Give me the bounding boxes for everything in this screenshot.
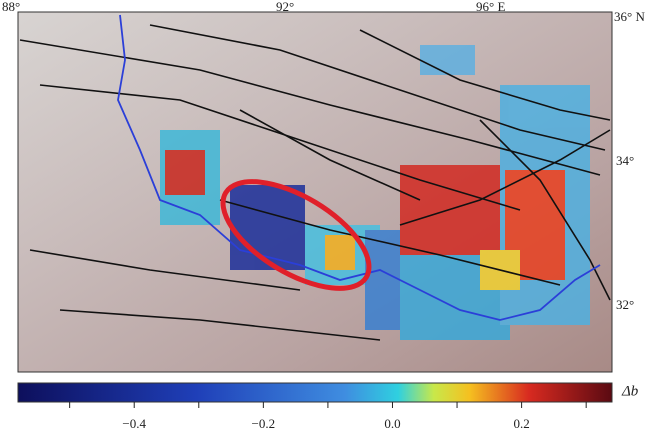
colorbar: Δb −0.4 −0.2 0.0 0.2 <box>17 382 639 431</box>
lat-label: 32° <box>616 297 634 312</box>
colorbar-gradient <box>17 382 613 403</box>
highlight-ellipse <box>220 179 372 291</box>
colorbar-tick-label: −0.4 <box>122 416 146 431</box>
lat-label: 34° <box>616 153 634 168</box>
map: 88° 92° 96° E 36° N 34° 32° <box>2 0 645 373</box>
colorbar-tick-label: 0.2 <box>513 416 529 431</box>
anomaly-patches <box>160 45 590 340</box>
map-frame <box>17 11 613 373</box>
lon-label: 96° E <box>476 0 505 14</box>
colorbar-tick-label: 0.0 <box>384 416 400 431</box>
river <box>117 14 601 321</box>
lon-label: 92° <box>276 0 294 14</box>
colorbar-tick-label: −0.2 <box>252 416 276 431</box>
faults <box>19 24 611 341</box>
colorbar-label: Δb <box>621 383 639 399</box>
lon-label: 88° <box>2 0 20 14</box>
lat-label: 36° N <box>614 9 645 24</box>
